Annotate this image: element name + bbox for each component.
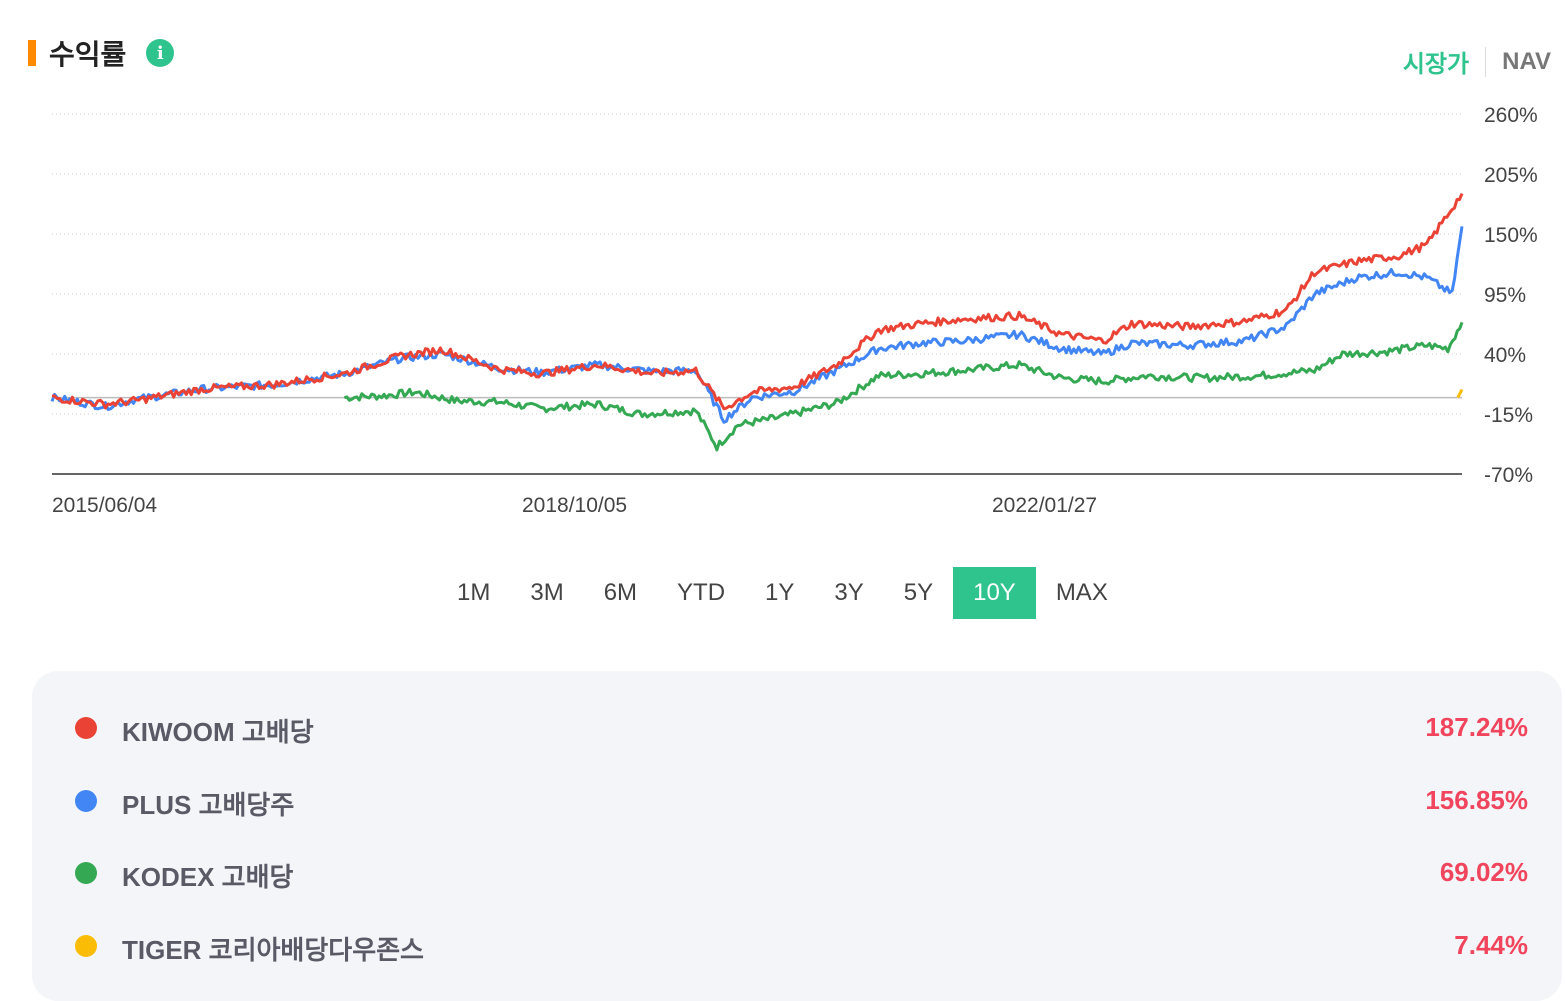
period-button[interactable]: YTD	[677, 579, 726, 606]
legend-color-dot	[75, 789, 97, 812]
period-button[interactable]: 1Y	[765, 579, 795, 606]
y-tick-label: -70%	[1484, 464, 1533, 487]
x-tick-label: 2015/06/04	[52, 494, 157, 517]
price-type-toggle: 시장가 NAV	[1403, 44, 1551, 79]
legend-return-value: 7.44%	[1454, 929, 1528, 960]
period-button[interactable]: 3M	[530, 579, 564, 606]
x-tick-label: 2018/10/05	[522, 494, 627, 517]
legend-name: KIWOOM 고배당	[122, 717, 314, 747]
section-header: 수익률 i	[28, 36, 175, 70]
series-line	[1456, 388, 1464, 399]
legend-color-dot	[75, 717, 97, 739]
page-title: 수익률	[49, 39, 127, 70]
return-line-chart: 260% 205% 150% 95% 40% -15% -70% 2015/06/04 2018…	[50, 104, 1538, 517]
y-tick-label: 260%	[1484, 104, 1538, 127]
legend-return-value: 69.02%	[1439, 857, 1528, 887]
legend-item[interactable]: KODEX 고배당 69.02%	[32, 853, 1562, 893]
legend-name: TIGER 코리아배당다우존스	[122, 934, 424, 965]
legend-name: PLUS 고배당주	[122, 789, 295, 820]
legend-item[interactable]: KIWOOM 고배당 187.24%	[32, 708, 1562, 748]
y-tick-label: 205%	[1484, 164, 1538, 187]
x-tick-label: 2022/01/27	[992, 494, 1097, 517]
legend-color-dot	[75, 934, 97, 957]
toggle-divider	[1485, 46, 1487, 77]
info-icon[interactable]: i	[146, 39, 175, 67]
period-button[interactable]: 6M	[603, 579, 638, 606]
period-button[interactable]: MAX	[1055, 579, 1108, 606]
legend-name: KODEX 고배당	[122, 862, 294, 892]
legend-color-dot	[75, 862, 97, 884]
period-button[interactable]: 3Y	[834, 579, 864, 606]
y-tick-label: -15%	[1484, 404, 1533, 427]
period-selector: 1M 3M 6M YTD 1Y 3Y 5Y 10Y MAX	[437, 567, 1128, 619]
title-accent-bar	[28, 40, 36, 66]
period-button[interactable]: 10Y	[953, 567, 1036, 619]
market-price-toggle[interactable]: 시장가	[1402, 51, 1470, 78]
nav-toggle[interactable]: NAV	[1502, 47, 1551, 75]
y-tick-label: 95%	[1484, 284, 1526, 307]
y-tick-label: 40%	[1484, 344, 1526, 367]
legend-item[interactable]: PLUS 고배당주 156.85%	[32, 781, 1562, 821]
legend-return-value: 187.24%	[1425, 712, 1528, 742]
period-button[interactable]: 1M	[457, 579, 491, 606]
series-line	[51, 193, 1464, 411]
legend-return-value: 156.85%	[1425, 784, 1528, 815]
y-tick-label: 150%	[1484, 224, 1538, 247]
period-button[interactable]: 5Y	[903, 579, 934, 606]
legend-panel: KIWOOM 고배당 187.24% PLUS 고배당주 156.85% KODEX 고…	[32, 671, 1562, 1001]
legend-item[interactable]: TIGER 코리아배당다우존스 7.44%	[32, 926, 1562, 966]
series-line	[343, 321, 1464, 452]
